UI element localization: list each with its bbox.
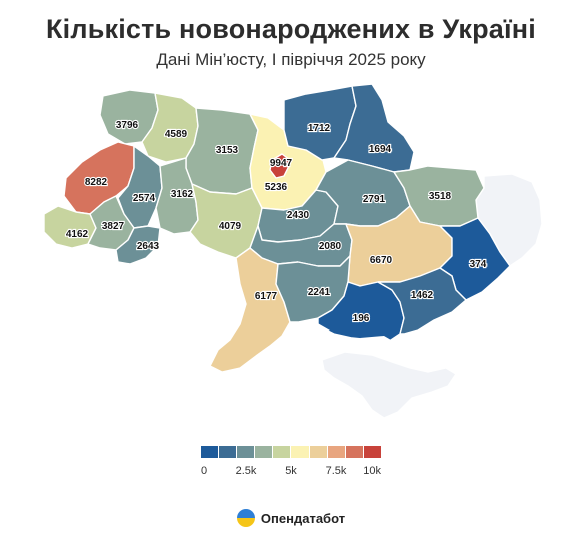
region-zaporizhzhia[interactable]: [377, 267, 467, 335]
value-label: 2574: [133, 193, 156, 204]
legend-swatch: [201, 446, 220, 458]
value-label: 1694: [369, 144, 392, 155]
value-label: 2241: [308, 287, 331, 298]
legend-tick-label: 2.5k: [235, 465, 257, 477]
color-legend: 0 2.5k 5k 7.5k 10k: [201, 446, 381, 480]
water-bodies: [302, 322, 398, 348]
value-label: 2791: [363, 194, 386, 205]
brand-name: Опендатабот: [260, 510, 346, 526]
value-label: 2430: [287, 210, 310, 221]
value-label: 3153: [216, 145, 239, 156]
value-label: 3827: [102, 221, 125, 232]
region-donetsk[interactable]: [439, 217, 511, 301]
value-label: 2643: [137, 241, 160, 252]
legend-ticks: 0 2.5k 5k 7.5k 10k: [201, 465, 381, 479]
value-label: 2080: [319, 241, 342, 252]
value-label: 196: [353, 313, 370, 324]
value-label: 3518: [429, 191, 452, 202]
value-label: 1712: [308, 123, 331, 134]
value-label: 374: [470, 259, 487, 270]
value-label: 5236: [265, 182, 288, 193]
value-label: 8282: [85, 177, 108, 188]
legend-tick-label: 5k: [285, 465, 297, 477]
value-label: 1462: [411, 290, 434, 301]
legend-swatch: [345, 446, 364, 458]
page-subtitle: Дані Мін’юсту, І півріччя 2025 року: [156, 50, 426, 69]
value-label: 9947: [270, 158, 293, 169]
value-labels: 3796 4589 3153 5236 9947 1712 1694 8282 2574 3162…: [65, 119, 488, 325]
value-label: 6670: [370, 255, 393, 266]
region-chernivtsi[interactable]: [115, 225, 161, 265]
legend-swatch: [291, 446, 310, 458]
value-label: 4589: [165, 129, 188, 140]
legend-tick-label: 7.5k: [325, 465, 347, 477]
legend-swatch: [255, 446, 274, 458]
brand-footer: Опендатабот: [0, 509, 582, 527]
value-label: 3796: [116, 120, 139, 131]
value-label: 4162: [66, 229, 89, 240]
legend-swatch: [309, 446, 328, 458]
value-label: 4079: [219, 221, 242, 232]
legend-swatch: [327, 446, 346, 458]
legend-swatch: [363, 446, 381, 458]
legend-color-bar: [201, 446, 381, 458]
legend-swatch: [237, 446, 256, 458]
legend-tick-label: 10k: [363, 465, 381, 477]
value-label: 6177: [255, 291, 278, 302]
region-crimea[interactable]: [321, 351, 457, 419]
page-title: Кількість новонароджених в Україні: [45, 14, 537, 44]
value-label: 3162: [171, 189, 194, 200]
region-rivne[interactable]: [141, 92, 199, 163]
opendatabot-logo-icon: [236, 509, 255, 527]
legend-tick-label: 0: [201, 465, 208, 477]
legend-swatch: [219, 446, 238, 458]
region-kyiv-city[interactable]: [269, 153, 291, 179]
legend-swatch: [273, 446, 292, 458]
